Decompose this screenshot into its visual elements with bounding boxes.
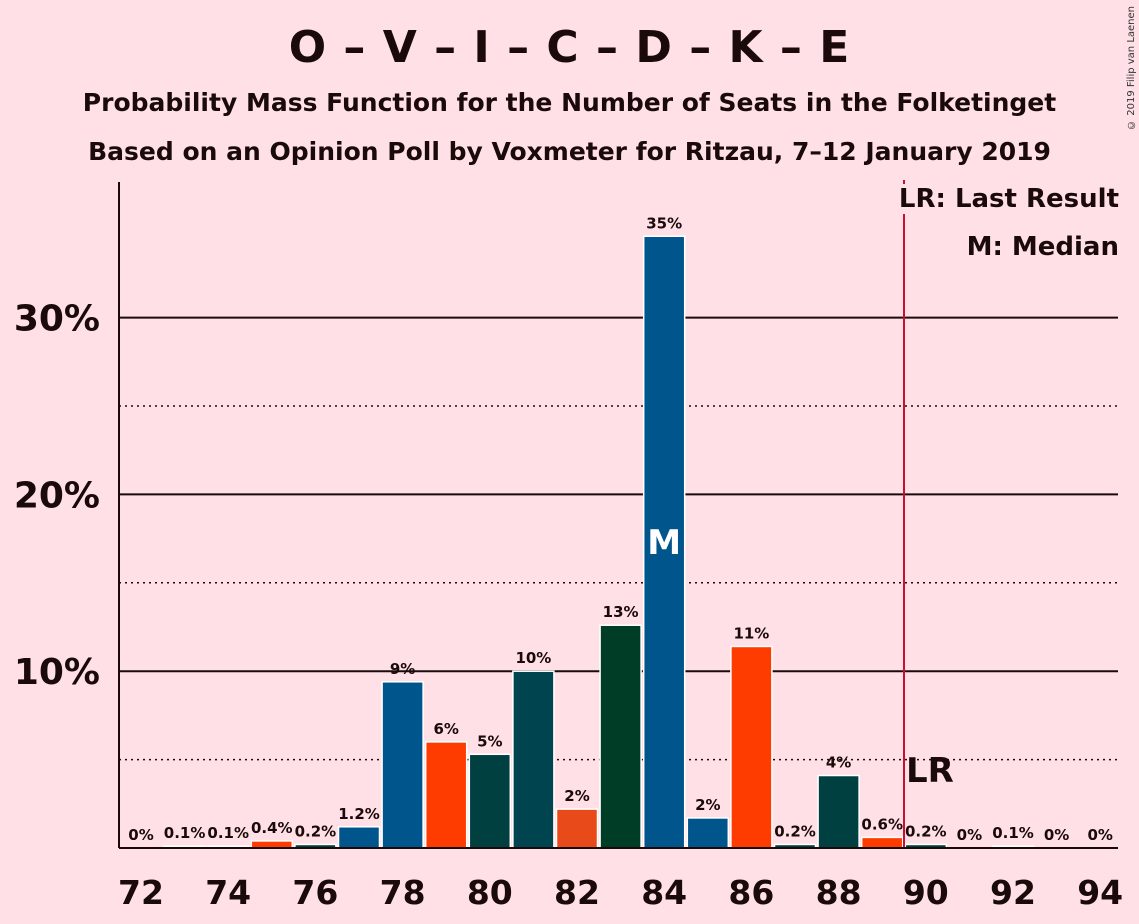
bar-value-label: 0%: [1044, 826, 1069, 844]
chart-title: O – V – I – C – D – K – E: [288, 22, 851, 73]
legend-last-result: LR: Last Result: [892, 184, 1119, 214]
bar: [555, 808, 599, 849]
bar: [860, 836, 904, 849]
x-tick-label: 94: [1077, 873, 1123, 912]
x-tick-label: 76: [292, 873, 338, 912]
x-tick-label: 84: [641, 873, 687, 912]
bar: [599, 624, 642, 849]
y-tick-label: 30%: [14, 299, 100, 340]
y-tick-label: 10%: [14, 652, 100, 693]
bar-value-label: 4%: [826, 754, 851, 772]
bar: [381, 681, 424, 849]
bar: [337, 826, 381, 849]
bar: [730, 645, 773, 849]
bar-value-label: 0.2%: [905, 822, 947, 840]
bar-value-label: 0.1%: [164, 824, 206, 842]
median-marker: M: [647, 523, 681, 563]
bar-value-label: 6%: [433, 720, 458, 738]
bar-value-label: 0.1%: [207, 824, 249, 842]
bar-value-label: 0%: [957, 826, 982, 844]
x-tick-label: 78: [380, 873, 426, 912]
x-tick-label: 82: [554, 873, 600, 912]
bar-value-label: 0.2%: [774, 822, 816, 840]
bar: [424, 741, 468, 849]
x-tick-label: 86: [728, 873, 774, 912]
bar-value-label: 0%: [1087, 826, 1112, 844]
bar-value-label: 13%: [603, 603, 639, 621]
bar-value-label: 2%: [695, 796, 720, 814]
bar-value-label: 2%: [564, 787, 589, 805]
y-tick-label: 20%: [14, 475, 100, 516]
bar-value-label: 0.6%: [861, 815, 903, 833]
x-tick-label: 72: [118, 873, 164, 912]
bar-value-label: 10%: [515, 649, 551, 667]
x-tick-label: 74: [205, 873, 251, 912]
bar: [686, 817, 730, 849]
x-tick-label: 92: [990, 873, 1036, 912]
bar: [642, 235, 686, 849]
x-tick-label: 90: [903, 873, 949, 912]
bar: [250, 840, 294, 849]
bar: [817, 774, 860, 849]
last-result-marker: LR: [906, 751, 954, 791]
bar-value-label: 1.2%: [338, 805, 380, 823]
bar: [512, 670, 555, 849]
bar-value-label: 0%: [128, 826, 153, 844]
bar-value-label: 0.1%: [992, 824, 1034, 842]
bar-value-label: 9%: [390, 660, 415, 678]
bar-value-label: 35%: [646, 214, 682, 232]
bar-value-label: 0.4%: [251, 819, 293, 837]
x-tick-label: 88: [816, 873, 862, 912]
x-tick-label: 80: [467, 873, 513, 912]
legend-median: M: Median: [960, 232, 1119, 262]
bar: [468, 753, 512, 849]
bar-value-label: 5%: [477, 732, 502, 750]
chart-subtitle: Probability Mass Function for the Number…: [82, 88, 1057, 117]
bar-value-label: 0.2%: [295, 822, 337, 840]
bar-value-label: 11%: [733, 624, 769, 642]
chart-source: Based on an Opinion Poll by Voxmeter for…: [88, 137, 1051, 166]
